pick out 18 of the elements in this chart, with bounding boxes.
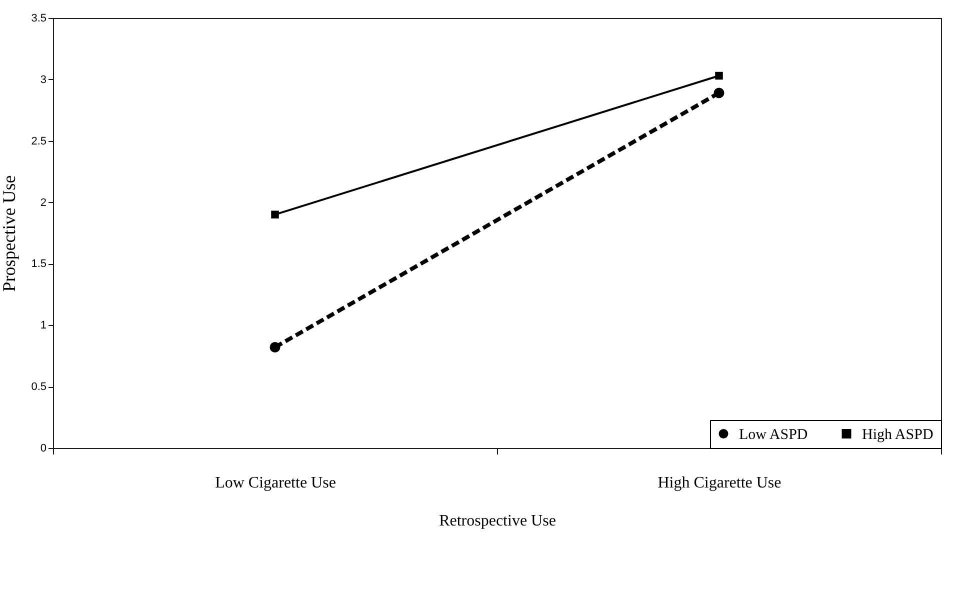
- y-tick-label: 0: [40, 442, 46, 454]
- x-tick-label: High Cigarette Use: [658, 474, 782, 492]
- y-tick-label: 0.5: [31, 381, 46, 394]
- y-tick-label: 1: [40, 320, 46, 332]
- y-tick-label: 3.5: [31, 12, 46, 24]
- legend-label: High ASPD: [862, 426, 934, 443]
- y-tick-label: 2.5: [31, 135, 46, 148]
- y-tick-label: 2: [40, 196, 46, 209]
- point: [271, 210, 279, 218]
- legend-label: Low ASPD: [739, 426, 808, 443]
- point: [714, 88, 724, 98]
- y-axis-title: Prospective Use: [0, 175, 20, 292]
- point: [270, 342, 280, 352]
- point: [715, 72, 723, 80]
- x-axis-title: Retrospective Use: [439, 512, 556, 530]
- y-tick-label: 1.5: [31, 258, 46, 270]
- x-tick-label: Low Cigarette Use: [215, 474, 336, 492]
- y-tick-label: 3: [40, 74, 46, 86]
